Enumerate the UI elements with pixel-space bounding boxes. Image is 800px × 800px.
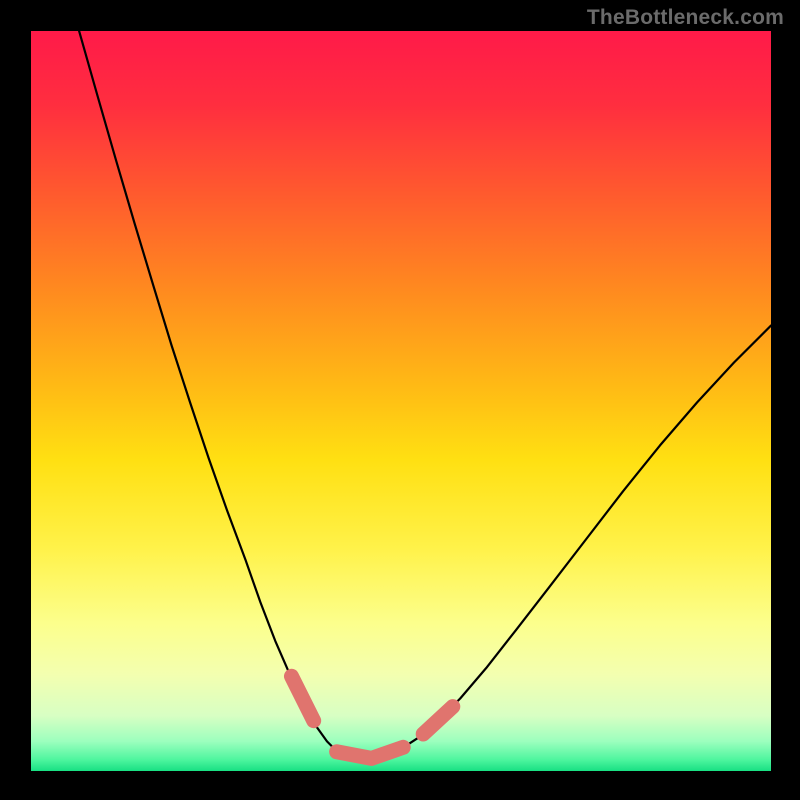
watermark-text: TheBottleneck.com [587, 6, 784, 30]
plot-svg [31, 31, 771, 771]
figure-container: TheBottleneck.com [0, 0, 800, 800]
plot-background [31, 31, 771, 771]
plot-area [31, 31, 771, 771]
